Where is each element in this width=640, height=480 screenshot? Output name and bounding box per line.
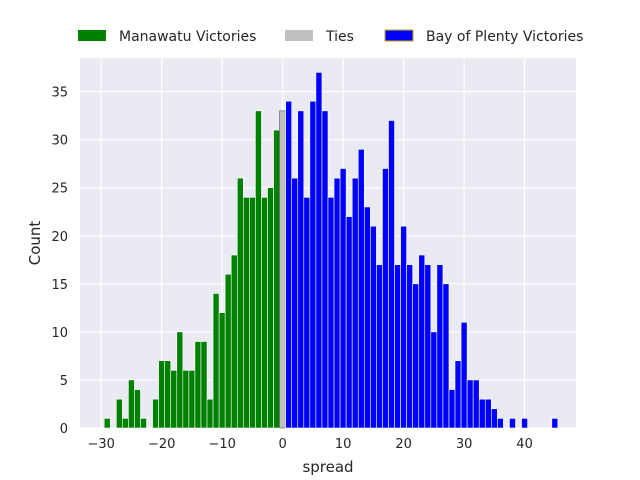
bar-bay-of-plenty-victories bbox=[460, 321, 468, 429]
y-tick-label: 15 bbox=[51, 278, 68, 293]
bar-manawatu-victories bbox=[243, 197, 250, 429]
bar-bay-of-plenty-victories bbox=[370, 225, 377, 429]
legend: Manawatu Victories Ties Bay of Plenty Vi… bbox=[78, 29, 583, 45]
bar-manawatu-victories bbox=[212, 293, 220, 429]
y-tick-label: 30 bbox=[51, 134, 68, 149]
x-tick-label: 30 bbox=[456, 437, 473, 452]
y-tick-label: 0 bbox=[60, 422, 68, 437]
x-tick-label: −10 bbox=[208, 437, 235, 452]
bar-manawatu-victories bbox=[267, 187, 274, 429]
bar-manawatu-victories bbox=[194, 341, 202, 429]
bar-bay-of-plenty-victories bbox=[382, 168, 389, 429]
bar-bay-of-plenty-victories bbox=[448, 389, 456, 429]
bar-manawatu-victories bbox=[230, 254, 238, 429]
bar-bay-of-plenty-victories bbox=[351, 177, 359, 429]
bar-bay-of-plenty-victories bbox=[400, 225, 407, 429]
bar-bay-of-plenty-victories bbox=[357, 148, 365, 429]
bar-ties bbox=[279, 110, 286, 429]
bar-bay-of-plenty-victories bbox=[412, 283, 420, 429]
bar-manawatu-victories bbox=[182, 370, 190, 429]
bar-manawatu-victories bbox=[224, 273, 232, 429]
bar-bay-of-plenty-victories bbox=[291, 177, 299, 429]
x-axis-label: spread bbox=[302, 458, 353, 476]
bar-manawatu-victories bbox=[170, 370, 178, 429]
bar-bay-of-plenty-victories bbox=[424, 264, 432, 429]
bar-bay-of-plenty-victories bbox=[442, 283, 450, 429]
bar-bay-of-plenty-victories bbox=[297, 110, 305, 429]
y-axis-label: Count bbox=[26, 221, 44, 266]
x-tick-label: 20 bbox=[395, 437, 412, 452]
bar-bay-of-plenty-victories bbox=[303, 197, 311, 429]
legend-swatch-ties bbox=[285, 30, 313, 41]
bar-bay-of-plenty-victories bbox=[363, 206, 371, 429]
bar-manawatu-victories bbox=[164, 360, 172, 429]
legend-label-bay-of-plenty: Bay of Plenty Victories bbox=[426, 29, 583, 45]
bar-bay-of-plenty-victories bbox=[315, 72, 323, 429]
bar-bay-of-plenty-victories bbox=[394, 264, 401, 429]
bar-bay-of-plenty-victories bbox=[418, 254, 426, 429]
bar-bay-of-plenty-victories bbox=[327, 197, 335, 429]
bar-bay-of-plenty-victories bbox=[430, 331, 438, 429]
bar-bay-of-plenty-victories bbox=[551, 418, 559, 429]
y-tick-label: 10 bbox=[51, 326, 68, 341]
bar-manawatu-victories bbox=[273, 129, 280, 429]
bar-manawatu-victories bbox=[176, 331, 184, 429]
bar-bay-of-plenty-victories bbox=[472, 379, 480, 429]
bar-bay-of-plenty-victories bbox=[478, 398, 486, 429]
bar-manawatu-victories bbox=[236, 177, 244, 429]
y-tick-label: 25 bbox=[51, 182, 68, 197]
bar-manawatu-victories bbox=[206, 398, 214, 429]
bar-bay-of-plenty-victories bbox=[497, 418, 504, 429]
x-tick-label: 40 bbox=[516, 437, 533, 452]
bar-bay-of-plenty-victories bbox=[466, 379, 474, 429]
bar-bay-of-plenty-victories bbox=[509, 418, 516, 429]
x-tick-label: 10 bbox=[335, 437, 352, 452]
bar-bay-of-plenty-victories bbox=[406, 264, 413, 429]
legend-swatch-manawatu bbox=[78, 30, 106, 41]
bar-manawatu-victories bbox=[188, 370, 196, 429]
x-tick-label: 0 bbox=[278, 437, 286, 452]
bar-manawatu-victories bbox=[134, 389, 141, 429]
bar-manawatu-victories bbox=[128, 379, 135, 429]
y-axis-ticks: 0 5 10 15 20 25 30 35 bbox=[51, 86, 68, 437]
bar-bay-of-plenty-victories bbox=[436, 264, 444, 429]
bar-manawatu-victories bbox=[152, 398, 159, 429]
bar-bay-of-plenty-victories bbox=[333, 177, 341, 429]
bar-manawatu-victories bbox=[158, 360, 165, 429]
bar-manawatu-victories bbox=[200, 341, 208, 429]
bar-manawatu-victories bbox=[122, 418, 129, 429]
bar-manawatu-victories bbox=[103, 418, 111, 429]
bar-manawatu-victories bbox=[218, 312, 226, 429]
bar-bay-of-plenty-victories bbox=[309, 100, 317, 429]
bar-manawatu-victories bbox=[255, 110, 262, 429]
bar-bay-of-plenty-victories bbox=[521, 418, 528, 429]
bar-manawatu-victories bbox=[261, 197, 268, 429]
x-tick-label: −30 bbox=[87, 437, 114, 452]
bar-bay-of-plenty-victories bbox=[388, 120, 395, 429]
legend-swatch-bay-of-plenty bbox=[384, 29, 414, 42]
legend-label-ties: Ties bbox=[325, 29, 354, 45]
bar-bay-of-plenty-victories bbox=[491, 408, 498, 429]
bar-manawatu-victories bbox=[249, 197, 256, 429]
bar-bay-of-plenty-victories bbox=[484, 398, 492, 429]
bar-manawatu-victories bbox=[140, 418, 147, 429]
bars bbox=[103, 72, 559, 429]
legend-label-manawatu: Manawatu Victories bbox=[119, 29, 256, 45]
bar-bay-of-plenty-victories bbox=[339, 168, 347, 429]
x-axis-ticks: −30 −20 −10 0 10 20 30 40 bbox=[87, 437, 532, 452]
bar-bay-of-plenty-victories bbox=[321, 110, 329, 429]
bar-bay-of-plenty-victories bbox=[345, 216, 353, 429]
bar-bay-of-plenty-victories bbox=[285, 100, 293, 429]
bar-bay-of-plenty-victories bbox=[454, 360, 462, 429]
y-tick-label: 20 bbox=[51, 230, 68, 245]
bar-bay-of-plenty-victories bbox=[376, 264, 383, 429]
bar-manawatu-victories bbox=[115, 398, 123, 429]
x-tick-label: −20 bbox=[148, 437, 175, 452]
y-tick-label: 35 bbox=[51, 86, 68, 101]
y-tick-label: 5 bbox=[60, 374, 68, 389]
